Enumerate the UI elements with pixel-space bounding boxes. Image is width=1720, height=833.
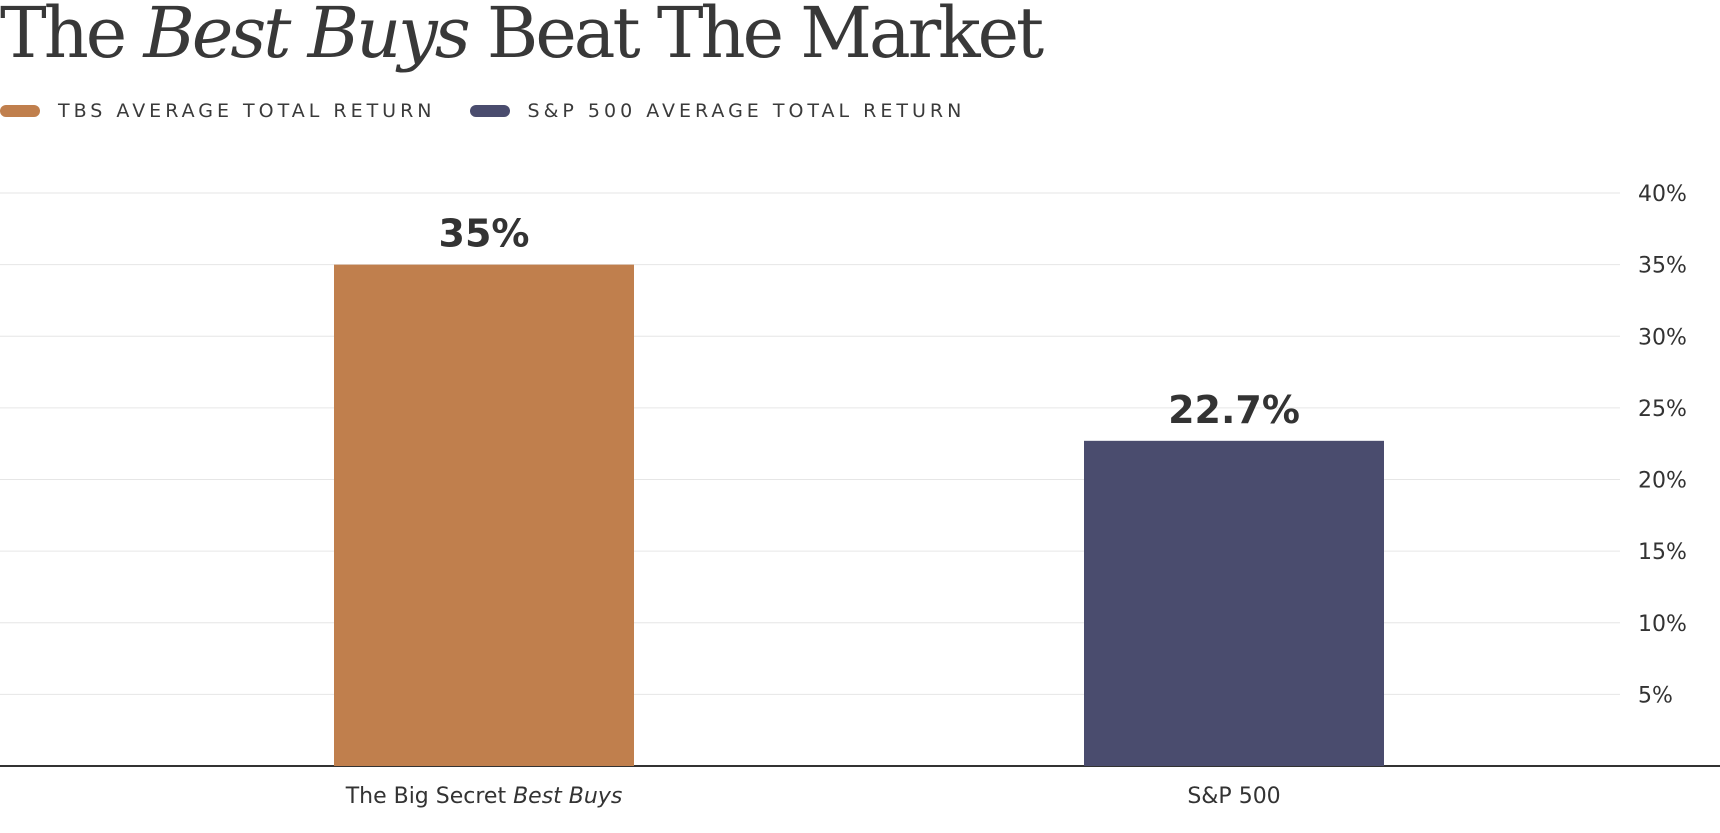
bar: [1084, 440, 1384, 766]
chart-title: The Best Buys Beat The Market: [0, 0, 1044, 74]
bar: [334, 264, 634, 766]
legend-swatch-sp500: [469, 105, 510, 117]
y-tick-label: 20%: [1638, 469, 1687, 494]
legend-item-sp500: S&P 500 AVERAGE TOTAL RETURN: [469, 100, 966, 122]
y-tick-label: 40%: [1638, 182, 1687, 207]
y-tick-label: 10%: [1638, 612, 1687, 637]
y-tick-label: 25%: [1638, 397, 1687, 422]
y-tick-label: 35%: [1638, 254, 1687, 279]
y-tick-label: 30%: [1638, 325, 1687, 350]
category-label-sp500: S&P 500: [1187, 784, 1281, 809]
legend-label-sp500: S&P 500 AVERAGE TOTAL RETURN: [527, 100, 966, 122]
y-tick-label: 15%: [1638, 540, 1687, 565]
legend-swatch-tbs: [0, 105, 40, 117]
chart-legend: TBS AVERAGE TOTAL RETURN S&P 500 AVERAGE…: [0, 100, 999, 122]
bar-value-label: 22.7%: [1168, 388, 1300, 432]
y-tick-label: 5%: [1638, 683, 1673, 708]
category-label-tbs: The Big Secret Best Buys: [345, 784, 623, 809]
bar-value-label: 35%: [439, 212, 530, 256]
legend-label-tbs: TBS AVERAGE TOTAL RETURN: [58, 100, 436, 122]
legend-item-tbs: TBS AVERAGE TOTAL RETURN: [0, 100, 436, 122]
